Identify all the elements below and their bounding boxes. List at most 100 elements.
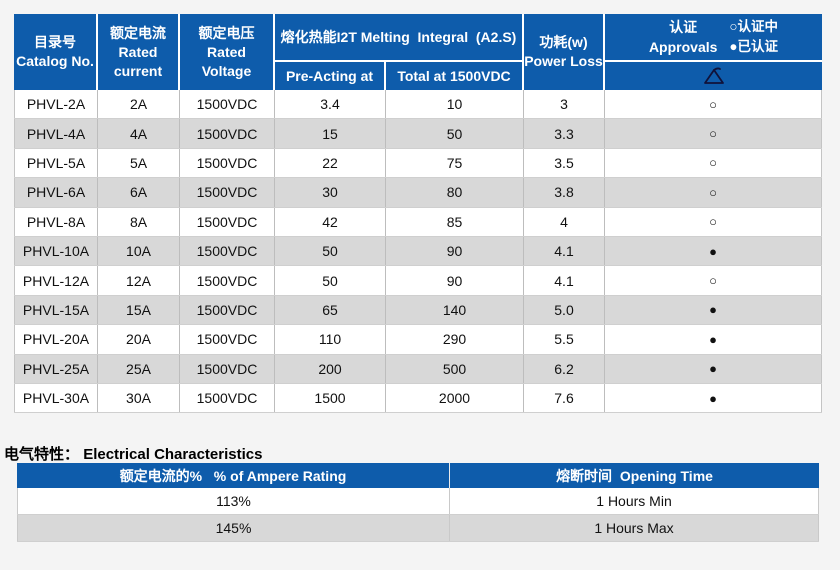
rated-current-cell: 8A: [98, 207, 180, 236]
power-loss-cell: 4: [524, 207, 605, 236]
power-loss-cell: 5.5: [524, 325, 605, 354]
power-loss-cell: 6.2: [524, 354, 605, 383]
table-row: PHVL-2A 2A 1500VDC 3.4 10 3 ○: [14, 90, 822, 120]
total-at-1500vdc-cell: 90: [386, 266, 524, 295]
rated-current-cell: 30A: [98, 383, 180, 413]
header-voltage-en2: Voltage: [201, 62, 252, 79]
rated-voltage-cell: 1500VDC: [180, 295, 275, 325]
total-at-1500vdc-cell: 75: [386, 148, 524, 178]
rated-current-cell: 25A: [98, 354, 180, 383]
power-loss-cell: 3.5: [524, 148, 605, 178]
fuse-spec-table: 目录号 Catalog No. 额定电流 Rated current 额定电压 …: [14, 14, 822, 414]
catalog-no-cell: PHVL-6A: [14, 178, 98, 207]
approvals-zh: 认证: [669, 19, 698, 35]
catalog-no-cell: PHVL-10A: [14, 236, 98, 266]
rated-current-cell: 4A: [98, 119, 180, 148]
pre-acting-cell: 22: [275, 148, 386, 178]
catalog-no-cell: PHVL-8A: [14, 207, 98, 236]
pre-acting-cell: 3.4: [275, 90, 386, 119]
catalog-no-cell: PHVL-20A: [14, 325, 98, 354]
header-opening-time: 熔断时间 Opening Time: [556, 467, 713, 484]
catalog-no-cell: PHVL-15A: [14, 295, 98, 325]
catalog-no-cell: PHVL-5A: [14, 148, 98, 178]
electrical-table-row: 113% 1 Hours Min: [17, 488, 819, 515]
pre-acting-cell: 42: [275, 207, 386, 236]
header-rated-current: 额定电流 Rated current: [98, 14, 180, 90]
approval-status-cell: ○: [605, 148, 822, 178]
catalog-no-cell: PHVL-2A: [14, 90, 98, 119]
table-row: PHVL-8A 8A 1500VDC 42 85 4 ○: [14, 207, 822, 237]
power-loss-cell: 5.0: [524, 295, 605, 325]
header-voltage-zh: 额定电压: [198, 24, 255, 41]
power-loss-cell: 3.8: [524, 178, 605, 207]
rated-voltage-cell: 1500VDC: [180, 236, 275, 266]
power-loss-cell: 4.1: [524, 236, 605, 266]
section-title-zh: 电气特性：: [4, 446, 80, 463]
opening-time-cell: 1 Hours Min: [450, 488, 819, 514]
total-at-1500vdc-cell: 50: [386, 119, 524, 148]
rated-voltage-cell: 1500VDC: [180, 119, 275, 148]
approval-status-cell: ○: [605, 90, 822, 119]
header-power-loss: 功耗(w) Power Loss: [524, 14, 605, 90]
header-voltage-en1: Rated: [207, 43, 246, 60]
electrical-characteristics-title: 电气特性： Electrical Characteristics: [4, 443, 262, 464]
table-row: PHVL-15A 15A 1500VDC 65 140 5.0 ●: [14, 295, 822, 326]
pre-acting-cell: 65: [275, 295, 386, 325]
rated-current-cell: 15A: [98, 295, 180, 325]
table-row: PHVL-25A 25A 1500VDC 200 500 6.2 ●: [14, 354, 822, 384]
pre-acting-cell: 50: [275, 236, 386, 266]
spec-table-body: PHVL-2A 2A 1500VDC 3.4 10 3 ○ PHVL-4A 4A…: [14, 90, 822, 414]
electrical-table-body: 113% 1 Hours Min 145% 1 Hours Max: [17, 488, 819, 542]
power-loss-cell: 3.3: [524, 119, 605, 148]
rated-current-cell: 2A: [98, 90, 180, 119]
electrical-characteristics-table: 额定电流的% % of Ampere Rating 熔断时间 Opening T…: [17, 463, 819, 542]
rated-voltage-cell: 1500VDC: [180, 383, 275, 413]
power-loss-cell: 7.6: [524, 383, 605, 413]
table-row: PHVL-12A 12A 1500VDC 50 90 4.1 ○: [14, 266, 822, 296]
approval-status-cell: ○: [605, 266, 822, 295]
rated-voltage-cell: 1500VDC: [180, 90, 275, 119]
rated-voltage-cell: 1500VDC: [180, 266, 275, 295]
approval-status-cell: ○: [605, 207, 822, 236]
total-at-1500vdc-cell: 2000: [386, 383, 524, 413]
section-title-en: Electrical Characteristics: [83, 446, 263, 463]
rated-current-cell: 20A: [98, 325, 180, 354]
pre-acting-cell: 1500: [275, 383, 386, 413]
header-current-en2: current: [113, 62, 163, 79]
table-row: PHVL-4A 4A 1500VDC 15 50 3.3 ○: [14, 119, 822, 149]
electrical-table-header: 额定电流的% % of Ampere Rating 熔断时间 Opening T…: [17, 463, 819, 488]
table-row: PHVL-5A 5A 1500VDC 22 75 3.5 ○: [14, 148, 822, 179]
approval-status-cell: ○: [605, 119, 822, 148]
table-row: PHVL-30A 30A 1500VDC 1500 2000 7.6 ●: [14, 383, 822, 414]
approvals-legend: ○认证中 ●已认证: [729, 17, 778, 57]
approvals-label: 认证 Approvals: [649, 17, 717, 57]
catalog-no-cell: PHVL-12A: [14, 266, 98, 295]
electrical-table-row: 145% 1 Hours Max: [17, 515, 819, 542]
approvals-logo-cell: [605, 62, 822, 90]
total-at-1500vdc-cell: 140: [386, 295, 524, 325]
pre-acting-cell: 30: [275, 178, 386, 207]
header-total-at-1500vdc: Total at 1500VDC: [386, 62, 524, 90]
approval-status-cell: ●: [605, 383, 822, 413]
rated-voltage-cell: 1500VDC: [180, 325, 275, 354]
table-row: PHVL-20A 20A 1500VDC 110 290 5.5 ●: [14, 325, 822, 355]
pre-acting-cell: 200: [275, 354, 386, 383]
approval-status-cell: ○: [605, 178, 822, 207]
approval-status-cell: ●: [605, 236, 822, 266]
catalog-no-cell: PHVL-25A: [14, 354, 98, 383]
header-catalog-en: Catalog No.: [16, 53, 94, 69]
power-loss-cell: 3: [524, 90, 605, 119]
ampere-rating-percent-cell: 145%: [17, 515, 450, 541]
rated-current-cell: 10A: [98, 236, 180, 266]
total-at-1500vdc-cell: 80: [386, 178, 524, 207]
rated-voltage-cell: 1500VDC: [180, 178, 275, 207]
header-current-zh: 额定电流: [110, 24, 166, 41]
table-row: PHVL-6A 6A 1500VDC 30 80 3.8 ○: [14, 178, 822, 208]
header-power-zh: 功耗(w): [539, 34, 588, 50]
catalog-no-cell: PHVL-4A: [14, 119, 98, 148]
approval-status-cell: ●: [605, 354, 822, 383]
rated-voltage-cell: 1500VDC: [180, 207, 275, 236]
total-at-1500vdc-cell: 85: [386, 207, 524, 236]
rated-current-cell: 5A: [98, 148, 180, 178]
table-row: PHVL-10A 10A 1500VDC 50 90 4.1 ●: [14, 236, 822, 267]
